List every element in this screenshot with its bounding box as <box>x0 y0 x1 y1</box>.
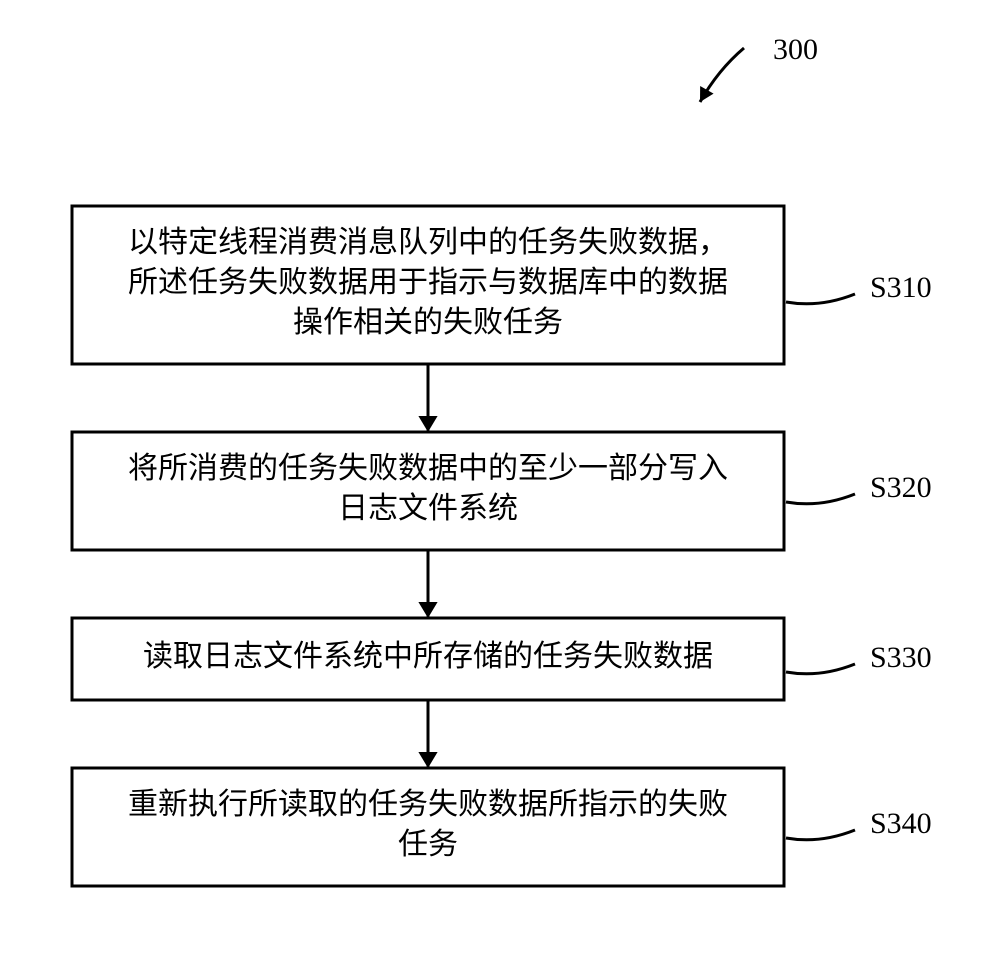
flow-arrow-head <box>418 416 437 432</box>
flow-step-text: 读取日志文件系统中所存储的任务失败数据 <box>143 640 713 673</box>
flow-arrow-head <box>418 602 437 618</box>
flow-step-text: 将所消费的任务失败数据中的至少一部分写入 <box>128 452 728 485</box>
step-label-text: S310 <box>870 271 932 304</box>
step-label-text: S330 <box>870 641 932 674</box>
flow-step-text: 所述任务失败数据用于指示与数据库中的数据 <box>128 266 728 299</box>
step-label-text: S340 <box>870 807 932 840</box>
flow-step-text: 操作相关的失败任务 <box>293 306 563 339</box>
flow-step-text: 日志文件系统 <box>338 492 518 525</box>
flow-arrow-head <box>418 752 437 768</box>
flow-step-text: 任务 <box>398 828 458 861</box>
step-label-text: S320 <box>870 471 932 504</box>
step-label-connector <box>786 664 855 674</box>
figure-label-text: 300 <box>773 33 818 66</box>
flow-step-text: 以特定线程消费消息队列中的任务失败数据， <box>128 226 728 259</box>
step-label-connector <box>786 494 855 504</box>
flowchart-diagram: 300 以特定线程消费消息队列中的任务失败数据， 所述任务失败数据用于指示与数据库中… <box>0 0 1000 972</box>
flow-step-text: 重新执行所读取的任务失败数据所指示的失败 <box>128 788 728 821</box>
step-label-connector <box>786 830 855 840</box>
step-label-connector <box>786 294 855 304</box>
